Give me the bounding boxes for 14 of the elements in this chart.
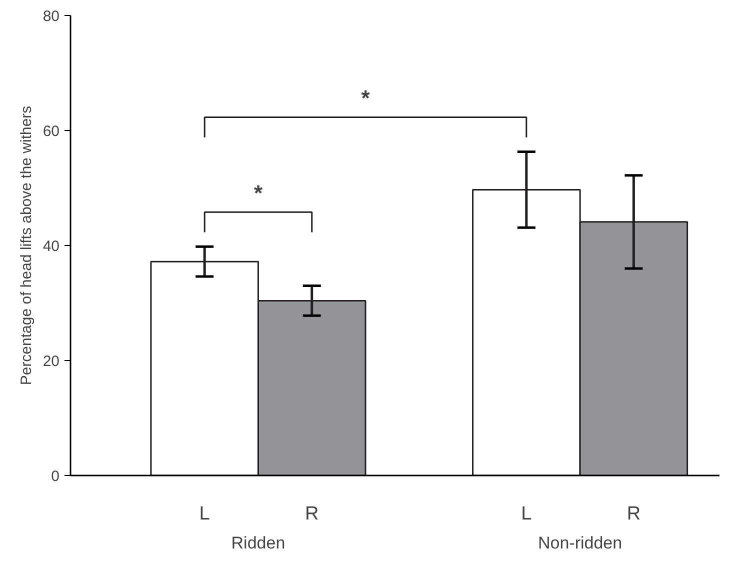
y-tick-label: 60: [42, 123, 60, 140]
annotation: *: [361, 85, 370, 110]
y-tick-label: 0: [51, 468, 60, 485]
x-tick-label: L: [521, 504, 532, 524]
y-tick-label: 40: [42, 238, 60, 255]
x-tick-label: L: [199, 504, 210, 524]
y-tick-label: 20: [42, 353, 60, 370]
text: Ridden: [231, 534, 286, 552]
text: Non-ridden: [538, 534, 622, 552]
x-tick-label: R: [626, 504, 641, 524]
annotation: *: [254, 180, 263, 206]
y-tick-label: 80: [42, 8, 60, 25]
y-axis-title: Percentage of head lifts above the withers: [18, 106, 35, 386]
x-tick-label: R: [305, 504, 319, 524]
